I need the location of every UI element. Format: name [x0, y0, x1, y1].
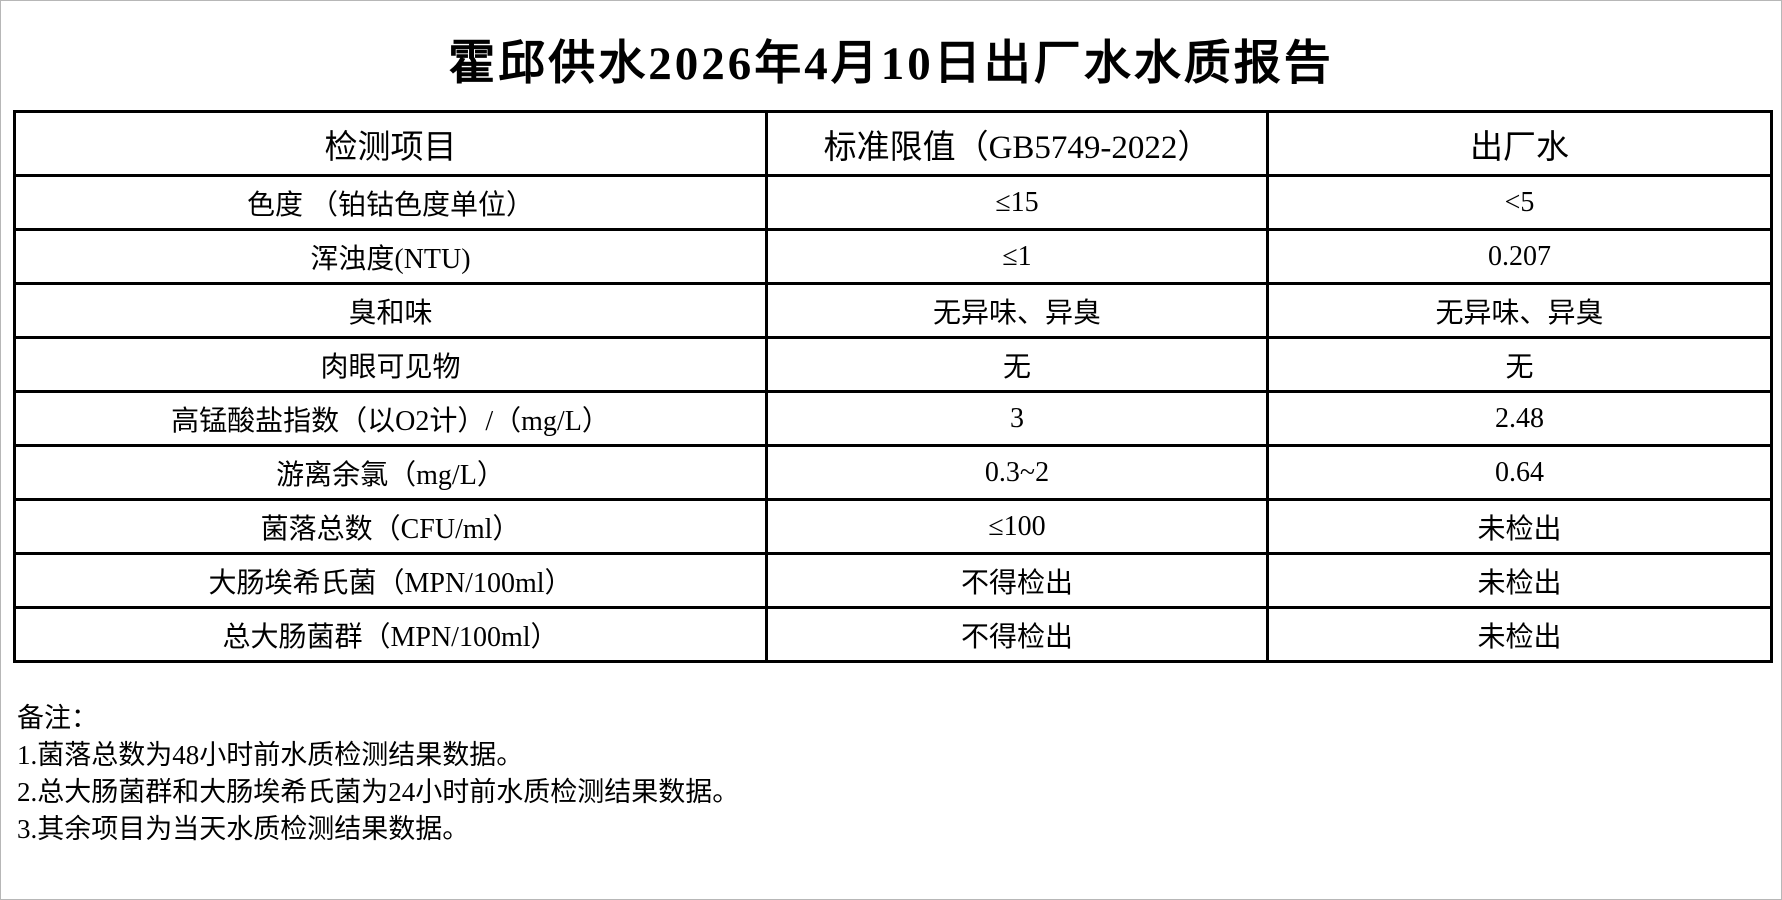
cell-item: 总大肠菌群（MPN/100ml） — [13, 606, 768, 663]
page-title: 霍邱供水2026年4月10日出厂水水质报告 — [448, 38, 1334, 90]
header-cell-limit: 标准限值（GB5749-2022） — [765, 110, 1269, 177]
cell-limit: 不得检出 — [765, 552, 1269, 609]
cell-limit: ≤15 — [765, 174, 1269, 231]
cell-limit: 无 — [765, 336, 1269, 393]
notes-label: 备注： — [17, 703, 98, 733]
table-row: 总大肠菌群（MPN/100ml） 不得检出 未检出 — [13, 606, 1773, 663]
cell-value: <5 — [1266, 174, 1773, 231]
header-cell-value: 出厂水 — [1266, 110, 1773, 177]
note-item: 2.总大肠菌群和大肠埃希氏菌为24小时前水质检测结果数据。 — [17, 777, 740, 807]
cell-item: 浑浊度(NTU) — [13, 228, 768, 285]
cell-value: 无 — [1266, 336, 1773, 393]
cell-limit: 0.3~2 — [765, 444, 1269, 501]
table-header-row: 检测项目 标准限值（GB5749-2022） 出厂水 — [13, 110, 1773, 177]
note-item: 3.其余项目为当天水质检测结果数据。 — [17, 814, 470, 844]
table-row: 肉眼可见物 无 无 — [13, 336, 1773, 393]
notes-section: 备注： 1.菌落总数为48小时前水质检测结果数据。 2.总大肠菌群和大肠埃希氏菌… — [17, 700, 739, 848]
table-row: 大肠埃希氏菌（MPN/100ml） 不得检出 未检出 — [13, 552, 1773, 609]
table-row: 臭和味 无异味、异臭 无异味、异臭 — [13, 282, 1773, 339]
cell-item: 色度 （铂钴色度单位） — [13, 174, 768, 231]
table-row: 游离余氯（mg/L） 0.3~2 0.64 — [13, 444, 1773, 501]
table-row: 色度 （铂钴色度单位） ≤15 <5 — [13, 174, 1773, 231]
cell-limit: 无异味、异臭 — [765, 282, 1269, 339]
water-quality-table: 检测项目 标准限值（GB5749-2022） 出厂水 色度 （铂钴色度单位） ≤… — [13, 110, 1773, 663]
cell-value: 未检出 — [1266, 606, 1773, 663]
cell-item: 臭和味 — [13, 282, 768, 339]
cell-item: 游离余氯（mg/L） — [13, 444, 768, 501]
cell-item: 大肠埃希氏菌（MPN/100ml） — [13, 552, 768, 609]
cell-limit: ≤1 — [765, 228, 1269, 285]
table-row: 菌落总数（CFU/ml） ≤100 未检出 — [13, 498, 1773, 555]
header-cell-item: 检测项目 — [13, 110, 768, 177]
cell-value: 0.64 — [1266, 444, 1773, 501]
cell-item: 菌落总数（CFU/ml） — [13, 498, 768, 555]
cell-limit: 不得检出 — [765, 606, 1269, 663]
cell-value: 0.207 — [1266, 228, 1773, 285]
cell-value: 无异味、异臭 — [1266, 282, 1773, 339]
cell-value: 未检出 — [1266, 552, 1773, 609]
cell-limit: ≤100 — [765, 498, 1269, 555]
cell-item: 高锰酸盐指数（以O2计）/（mg/L） — [13, 390, 768, 447]
table-row: 高锰酸盐指数（以O2计）/（mg/L） 3 2.48 — [13, 390, 1773, 447]
cell-value: 2.48 — [1266, 390, 1773, 447]
table-row: 浑浊度(NTU) ≤1 0.207 — [13, 228, 1773, 285]
cell-limit: 3 — [765, 390, 1269, 447]
cell-item: 肉眼可见物 — [13, 336, 768, 393]
note-item: 1.菌落总数为48小时前水质检测结果数据。 — [17, 740, 524, 770]
cell-value: 未检出 — [1266, 498, 1773, 555]
